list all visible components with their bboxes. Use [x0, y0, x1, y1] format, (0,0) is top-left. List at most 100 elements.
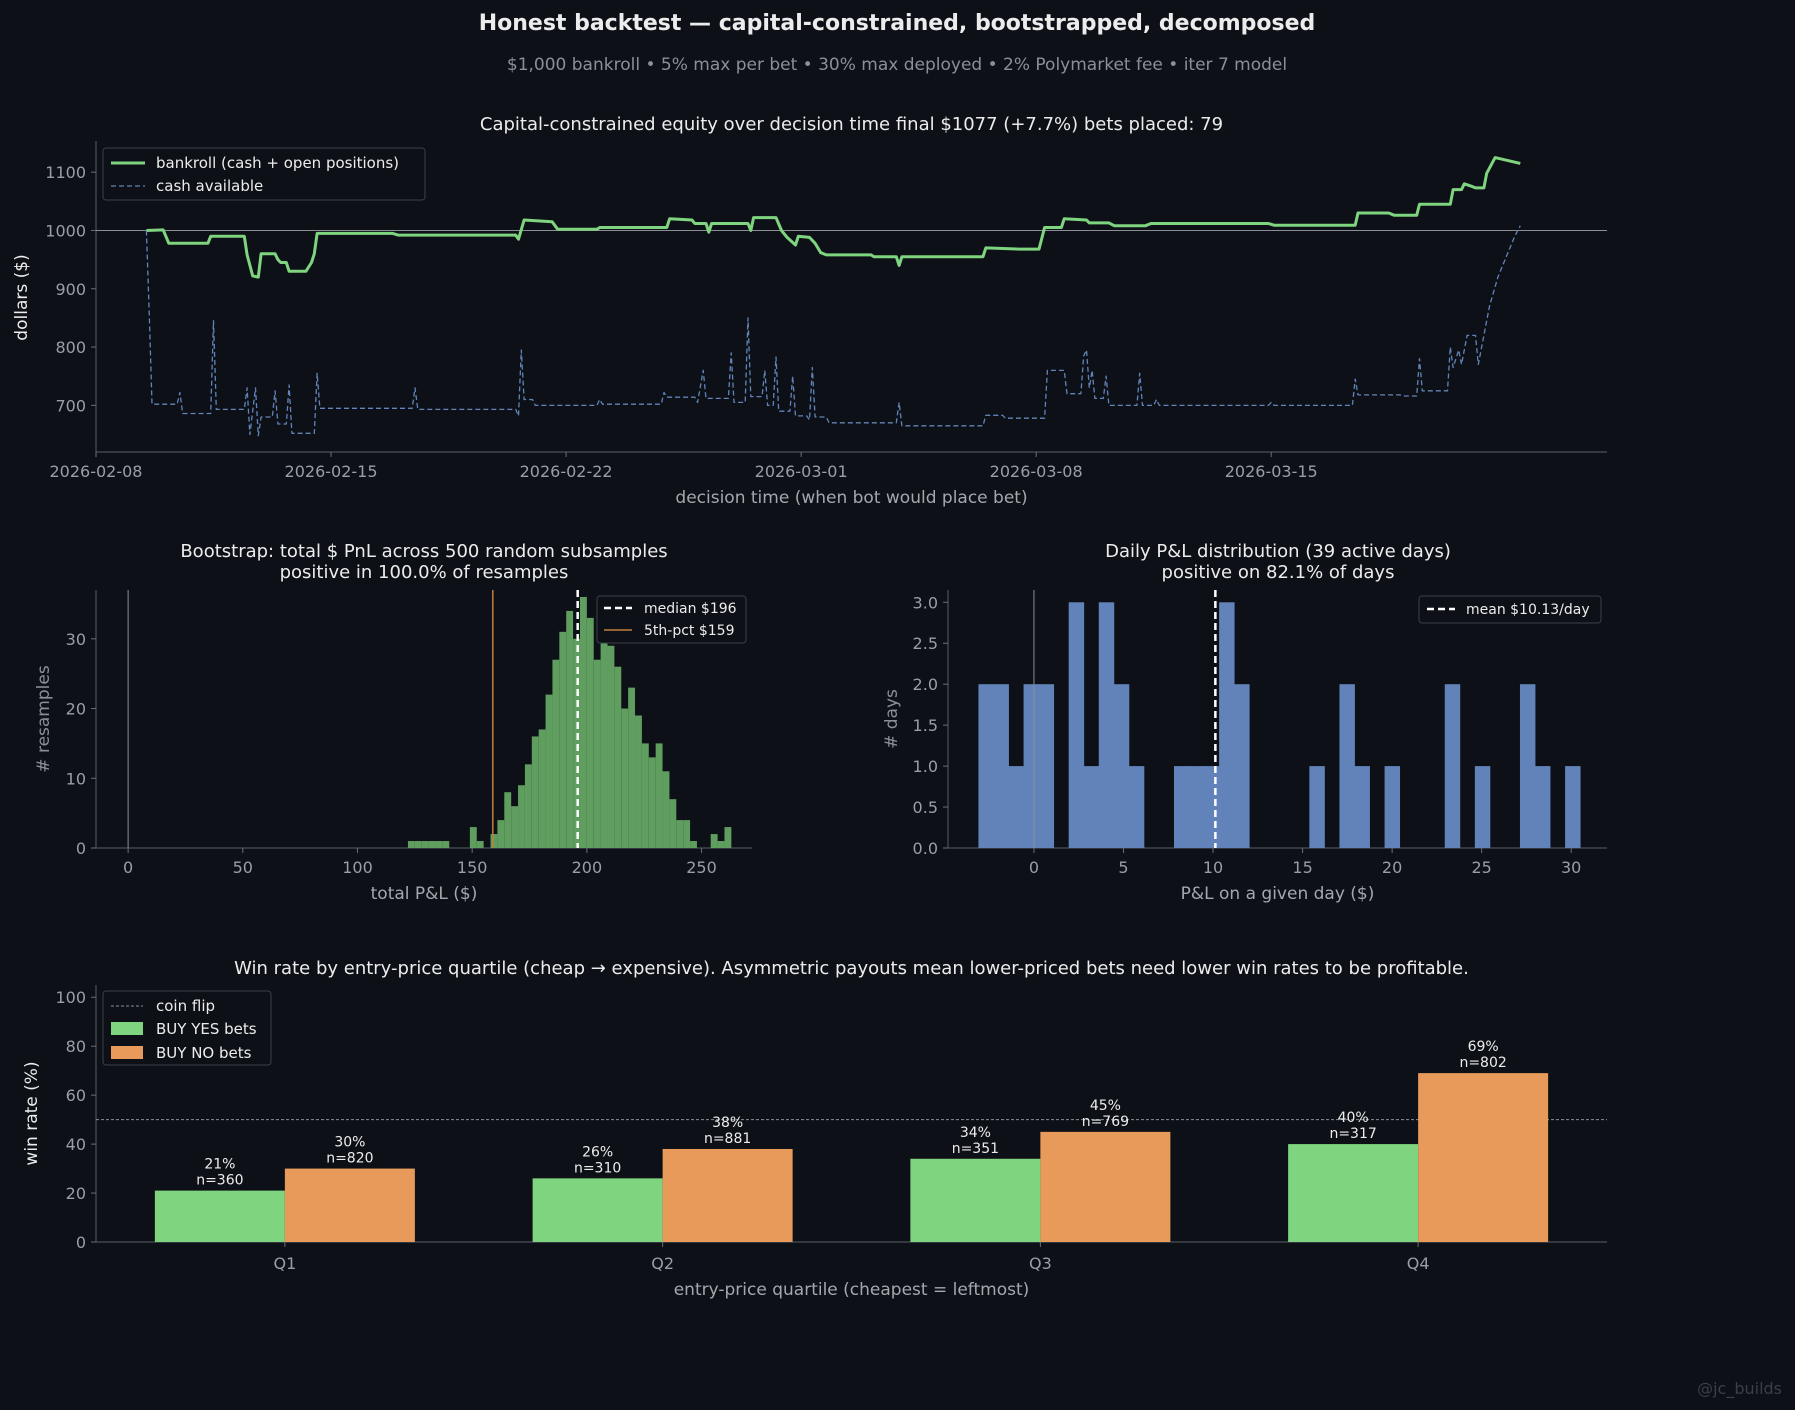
x-tick-label: Q3	[1029, 1254, 1052, 1273]
y-tick-label: 20	[66, 1184, 86, 1203]
histogram-bar	[1204, 766, 1220, 848]
y-tick-label: 700	[55, 396, 86, 415]
histogram-bar	[655, 743, 663, 848]
histogram-bar	[1384, 766, 1401, 848]
x-axis-label: decision time (when bot would place bet)	[675, 488, 1027, 508]
histogram-bar	[1023, 684, 1040, 848]
histogram-bar	[1008, 766, 1024, 848]
histogram-bar	[407, 841, 415, 848]
histogram-bar	[442, 841, 450, 848]
x-tick-label: Q1	[273, 1254, 296, 1273]
daily-legend: mean $10.13/day	[1418, 595, 1602, 624]
histogram-bar	[1098, 602, 1115, 848]
y-tick-label: 3.0	[913, 593, 938, 612]
y-tick-label: 800	[55, 338, 86, 357]
histogram-bar	[600, 617, 608, 848]
buy-no-bar	[284, 1168, 415, 1242]
histogram-bar	[566, 610, 574, 848]
y-tick-label: 1000	[45, 221, 86, 240]
y-axis-label: # resamples	[34, 665, 54, 773]
equity-chart: Capital-constrained equity over decision…	[12, 114, 1607, 508]
bar-n-label: n=820	[326, 1151, 373, 1167]
bar-n-label: n=802	[1459, 1055, 1506, 1071]
x-tick-label: 15	[1292, 858, 1312, 877]
histogram-bar	[1083, 766, 1100, 848]
x-tick-label: 2026-03-15	[1225, 462, 1318, 481]
legend-label: BUY YES bets	[156, 1020, 257, 1038]
x-tick-label: 2026-02-15	[285, 462, 378, 481]
x-tick-label: 2026-02-08	[50, 462, 143, 481]
histogram-bar	[635, 715, 642, 848]
histogram-bar	[641, 743, 649, 848]
y-tick-label: 10	[66, 769, 86, 788]
x-axis-label: entry-price quartile (cheapest = leftmos…	[674, 1280, 1030, 1300]
histogram-bar	[1444, 684, 1461, 848]
daily-subtitle: positive on 82.1% of days	[1162, 562, 1395, 583]
figure-title: Honest backtest — capital-constrained, b…	[479, 11, 1316, 36]
y-tick-label: 1.5	[913, 716, 938, 735]
daily-pnl-histogram: Daily P&L distribution (39 active days)p…	[882, 541, 1607, 904]
bar-n-label: n=351	[952, 1141, 999, 1157]
histogram-bar	[579, 596, 587, 848]
histogram-bar	[1219, 602, 1235, 848]
histogram-bar	[1339, 684, 1355, 848]
watermark: @jc_builds	[1697, 1379, 1782, 1399]
histogram-bar	[490, 834, 498, 848]
legend-box	[1418, 595, 1602, 624]
legend-swatch	[111, 1046, 143, 1059]
histogram-bar	[724, 827, 732, 848]
histogram-bar	[586, 617, 594, 848]
bootstrap-subtitle: positive in 100.0% of resamples	[280, 562, 569, 583]
histogram-bar	[648, 757, 656, 848]
bar-pct-label: 45%	[1090, 1098, 1121, 1114]
buy-no-bar	[1418, 1073, 1549, 1242]
histogram-bar	[628, 687, 636, 848]
legend-label-coin-flip: coin flip	[156, 997, 215, 1015]
x-tick-label: 25	[1471, 858, 1491, 877]
legend-label: cash available	[156, 177, 263, 195]
bar-pct-label: 69%	[1468, 1039, 1499, 1055]
bootstrap-title: Bootstrap: total $ PnL across 500 random…	[180, 541, 667, 562]
bar-pct-label: 30%	[334, 1135, 365, 1151]
bootstrap-histogram: Bootstrap: total $ PnL across 500 random…	[34, 541, 752, 904]
histogram-bar	[717, 841, 725, 848]
histogram-bar	[511, 806, 519, 848]
histogram-bar	[683, 820, 691, 848]
histogram-bar	[1234, 684, 1250, 848]
histogram-bar	[538, 729, 546, 848]
histogram-bar	[1128, 766, 1145, 848]
histogram-bar	[690, 841, 697, 848]
buy-no-bar	[1040, 1131, 1171, 1242]
histogram-bar	[573, 638, 580, 848]
y-axis-label: dollars ($)	[12, 254, 32, 340]
histogram-bar	[1535, 766, 1551, 848]
histogram-bar	[559, 631, 567, 848]
histogram-bar	[1189, 766, 1205, 848]
histogram-bar	[545, 694, 553, 848]
bar-n-label: n=360	[196, 1173, 243, 1189]
histogram-bar	[621, 708, 629, 848]
x-tick-label: 0	[1029, 858, 1039, 877]
bar-n-label: n=310	[574, 1160, 621, 1176]
y-tick-label: 80	[66, 1037, 86, 1056]
histogram-bar	[504, 792, 512, 848]
bar-pct-label: 38%	[712, 1115, 743, 1131]
histogram-bar	[476, 841, 484, 848]
x-tick-label: 2026-03-08	[990, 462, 1083, 481]
histogram-bar	[1068, 602, 1085, 848]
y-tick-label: 1.0	[913, 757, 938, 776]
cash-available-line	[145, 225, 1521, 437]
histogram-bar	[669, 799, 677, 848]
bar-pct-label: 34%	[960, 1125, 991, 1141]
x-axis-label: P&L on a given day ($)	[1181, 884, 1375, 904]
buy-yes-bar	[910, 1158, 1041, 1242]
x-tick-label: 150	[457, 858, 488, 877]
y-tick-label: 1100	[45, 163, 86, 182]
histogram-bar	[676, 820, 684, 848]
y-tick-label: 0	[76, 839, 86, 858]
histogram-bar	[1565, 766, 1581, 848]
bar-pct-label: 26%	[582, 1144, 613, 1160]
buy-no-bar	[662, 1148, 793, 1242]
histogram-bar	[524, 764, 532, 848]
buy-yes-bar	[532, 1178, 663, 1242]
